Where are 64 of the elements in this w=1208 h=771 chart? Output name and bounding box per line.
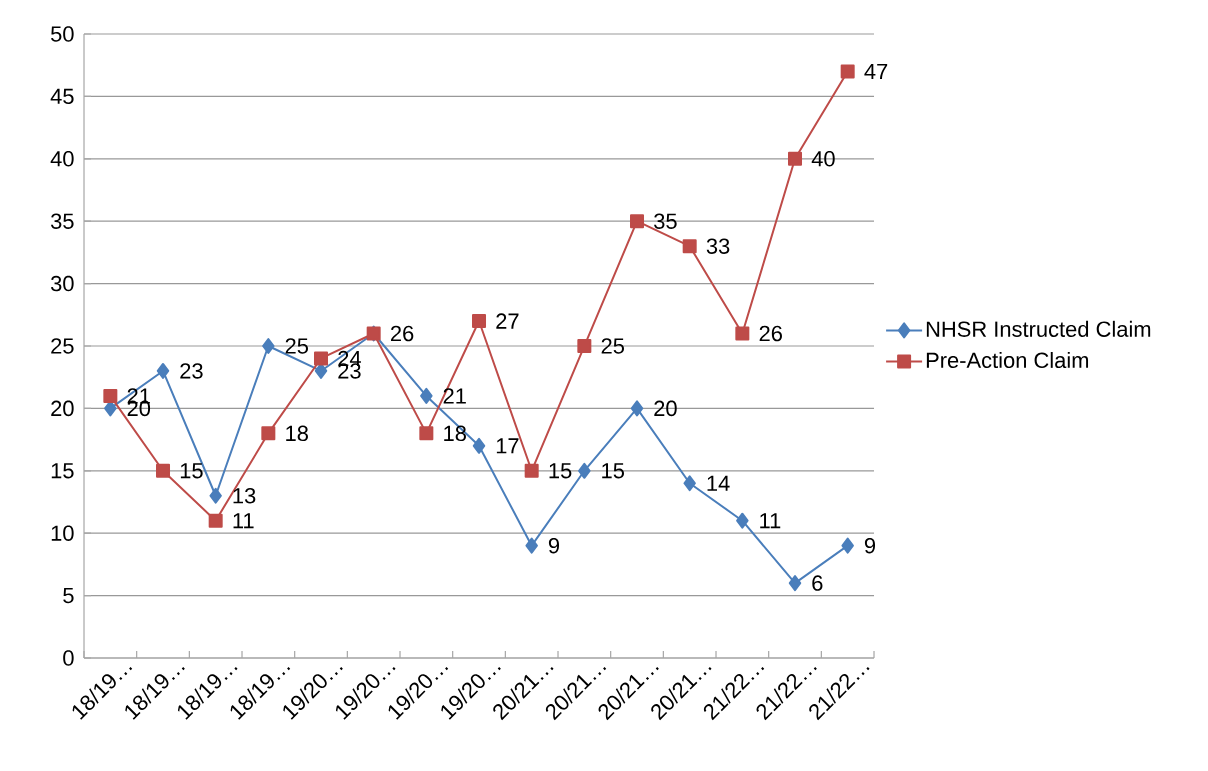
point — [472, 437, 486, 454]
point — [736, 512, 749, 529]
data-label: 15 — [180, 463, 203, 479]
data-label: 20 — [654, 400, 677, 417]
data-label: 35 — [654, 213, 677, 229]
point — [314, 351, 329, 366]
data-label: 11 — [233, 513, 254, 529]
data-label: 13 — [233, 487, 256, 504]
y-tick-label: 25 — [51, 338, 74, 354]
y-tick-label: 15 — [51, 463, 74, 479]
legend-label: NHSR Instructed Claim — [926, 320, 1151, 337]
point — [208, 513, 223, 528]
data-label: 18 — [286, 425, 308, 442]
point — [683, 475, 696, 492]
point — [577, 338, 592, 353]
data-label: 11 — [760, 513, 781, 529]
point — [630, 214, 645, 229]
point — [209, 487, 222, 504]
data-label: 27 — [496, 313, 519, 329]
y-tick-label: 0 — [63, 650, 74, 666]
y-tick-label: 10 — [51, 525, 74, 541]
point — [261, 426, 276, 441]
point — [841, 537, 854, 554]
point — [788, 575, 802, 592]
point — [524, 463, 539, 478]
point — [472, 314, 487, 329]
point — [788, 151, 803, 166]
point — [840, 64, 855, 79]
legend-label: Pre-Action Claim — [926, 351, 1089, 369]
point — [419, 426, 434, 441]
point — [156, 362, 170, 379]
data-label: 26 — [390, 325, 414, 342]
data-label: 17 — [496, 438, 519, 454]
data-label: 21 — [443, 388, 466, 404]
point — [156, 463, 171, 478]
y-tick-label: 30 — [50, 275, 74, 292]
data-label: 25 — [285, 338, 308, 354]
data-label: 23 — [180, 363, 203, 379]
point — [682, 239, 697, 254]
data-label: 14 — [707, 475, 730, 491]
point — [630, 400, 644, 417]
data-label: 15 — [549, 463, 572, 479]
data-label: 18 — [444, 425, 466, 442]
point — [578, 462, 591, 479]
y-tick-label: 40 — [50, 151, 74, 167]
data-label: 9 — [864, 537, 876, 554]
data-label: 33 — [706, 238, 730, 254]
y-tick-label: 35 — [50, 213, 74, 229]
point — [103, 388, 118, 403]
point — [735, 326, 750, 341]
data-label: 9 — [548, 537, 560, 554]
y-tick-label: 5 — [63, 587, 74, 604]
data-label: 47 — [864, 63, 888, 79]
data-label: 15 — [602, 463, 624, 479]
y-tick-label: 45 — [50, 88, 74, 105]
data-label: 25 — [601, 338, 624, 354]
point — [262, 337, 275, 354]
data-label: 40 — [811, 151, 835, 167]
y-tick-label: 20 — [51, 400, 74, 417]
data-label: 26 — [759, 325, 782, 342]
data-label: 6 — [812, 575, 823, 591]
point — [525, 537, 538, 554]
y-tick-label: 50 — [51, 26, 74, 42]
point — [420, 387, 433, 404]
